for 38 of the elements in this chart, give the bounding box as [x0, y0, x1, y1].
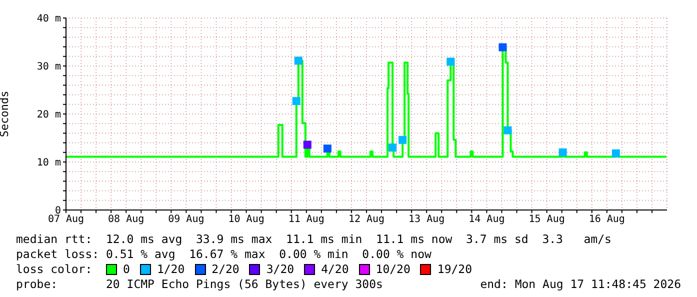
- x-tick-label: 10 Aug: [228, 214, 264, 226]
- point: [612, 149, 620, 158]
- point: [398, 136, 407, 144]
- x-tick-label: 08 Aug: [108, 214, 144, 226]
- y-axis-title: Seconds: [0, 90, 11, 138]
- point: [446, 58, 455, 66]
- legend-label: 10/20: [376, 262, 410, 277]
- legend-label: 19/20: [437, 262, 472, 277]
- x-tick-label: 09 Aug: [168, 214, 204, 226]
- x-tick-label: 13 Aug: [408, 214, 445, 226]
- x-tick-label: 15 Aug: [528, 214, 565, 226]
- point: [303, 140, 312, 149]
- point: [504, 126, 512, 134]
- text: end: Mon Aug 17 11:48:45 2026: [480, 277, 681, 292]
- point: [292, 97, 300, 106]
- point: [323, 144, 332, 153]
- legend-label: 4/20: [321, 262, 349, 277]
- x-tick-label: 16 Aug: [588, 214, 625, 226]
- y-tick-label: 20 m: [36, 110, 61, 121]
- y-tick-label: 30 m: [36, 62, 61, 73]
- legend-label: 1/20: [156, 262, 185, 277]
- point: [558, 148, 567, 156]
- legend-title: loss color:: [16, 262, 94, 277]
- text: median rtt: 12.0 ms avg 33.9 ms max 11.1 ms min 11.1 ms now 3.7 ms sd 3.3 am/s: [16, 232, 612, 247]
- point: [498, 43, 507, 52]
- x-tick-label: 07 Aug: [48, 214, 84, 226]
- point: [294, 56, 302, 65]
- text: packet loss: 0.51 % avg 16.67 % max 0.00 % min 0.00 % now: [16, 247, 432, 262]
- text: probe: 20 ICMP Echo Pings (56 Bytes) every 300s: [16, 277, 383, 291]
- y-tick-label: 10 m: [36, 158, 61, 169]
- legend-label: 3/20: [266, 262, 294, 277]
- x-tick-label: 12 Aug: [348, 214, 385, 226]
- point: [388, 144, 397, 152]
- x-tick-label: 11 Aug: [288, 214, 324, 226]
- y-tick-label: 40 m: [36, 14, 61, 25]
- x-tick-label: 14 Aug: [468, 214, 505, 226]
- legend-label: 2/20: [212, 262, 240, 277]
- legend-label: 0: [123, 262, 130, 277]
